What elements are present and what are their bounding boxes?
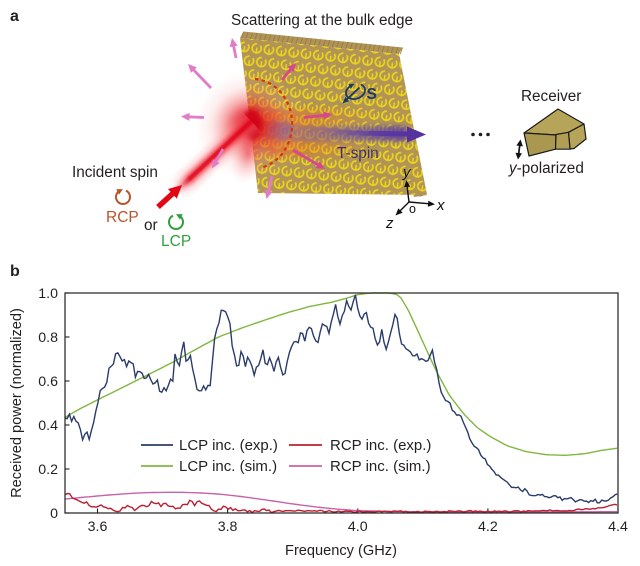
svg-text:Scattering at the bulk edge: Scattering at the bulk edge	[231, 12, 413, 29]
svg-text:Frequency (GHz): Frequency (GHz)	[285, 543, 397, 559]
svg-text:RCP inc. (sim.): RCP inc. (sim.)	[330, 458, 431, 475]
svg-text:0: 0	[50, 506, 58, 522]
svg-text:4.4: 4.4	[608, 519, 628, 535]
svg-text:o: o	[409, 202, 416, 216]
svg-text:Incident spin: Incident spin	[72, 164, 158, 181]
svg-text:Received power (normalized): Received power (normalized)	[9, 308, 25, 498]
svg-text:y: y	[402, 164, 412, 181]
svg-text:b: b	[10, 263, 20, 280]
svg-text:y-polarized: y-polarized	[508, 160, 584, 177]
svg-text:0.2: 0.2	[38, 462, 58, 478]
svg-text:RCP inc. (exp.): RCP inc. (exp.)	[330, 437, 431, 454]
svg-text:Receiver: Receiver	[521, 88, 581, 105]
svg-text:4.0: 4.0	[348, 519, 368, 535]
svg-text:3.6: 3.6	[88, 519, 108, 535]
svg-text:z: z	[385, 215, 394, 232]
svg-text:T-spin: T-spin	[337, 145, 379, 162]
svg-text:1.0: 1.0	[38, 286, 58, 302]
svg-text:LCP inc. (sim.): LCP inc. (sim.)	[179, 458, 277, 475]
svg-text:x: x	[436, 197, 445, 214]
svg-text:LCP: LCP	[161, 233, 191, 250]
svg-text:0.8: 0.8	[38, 330, 58, 346]
svg-text:a: a	[10, 8, 19, 25]
svg-text:4.2: 4.2	[478, 519, 498, 535]
svg-text:or: or	[144, 217, 158, 234]
svg-text:RCP: RCP	[106, 209, 139, 226]
svg-text:0.4: 0.4	[38, 418, 58, 434]
svg-text:3.8: 3.8	[218, 519, 238, 535]
svg-text:S: S	[367, 86, 377, 103]
svg-text:0.6: 0.6	[38, 374, 58, 390]
svg-text:LCP inc. (exp.): LCP inc. (exp.)	[179, 437, 278, 454]
